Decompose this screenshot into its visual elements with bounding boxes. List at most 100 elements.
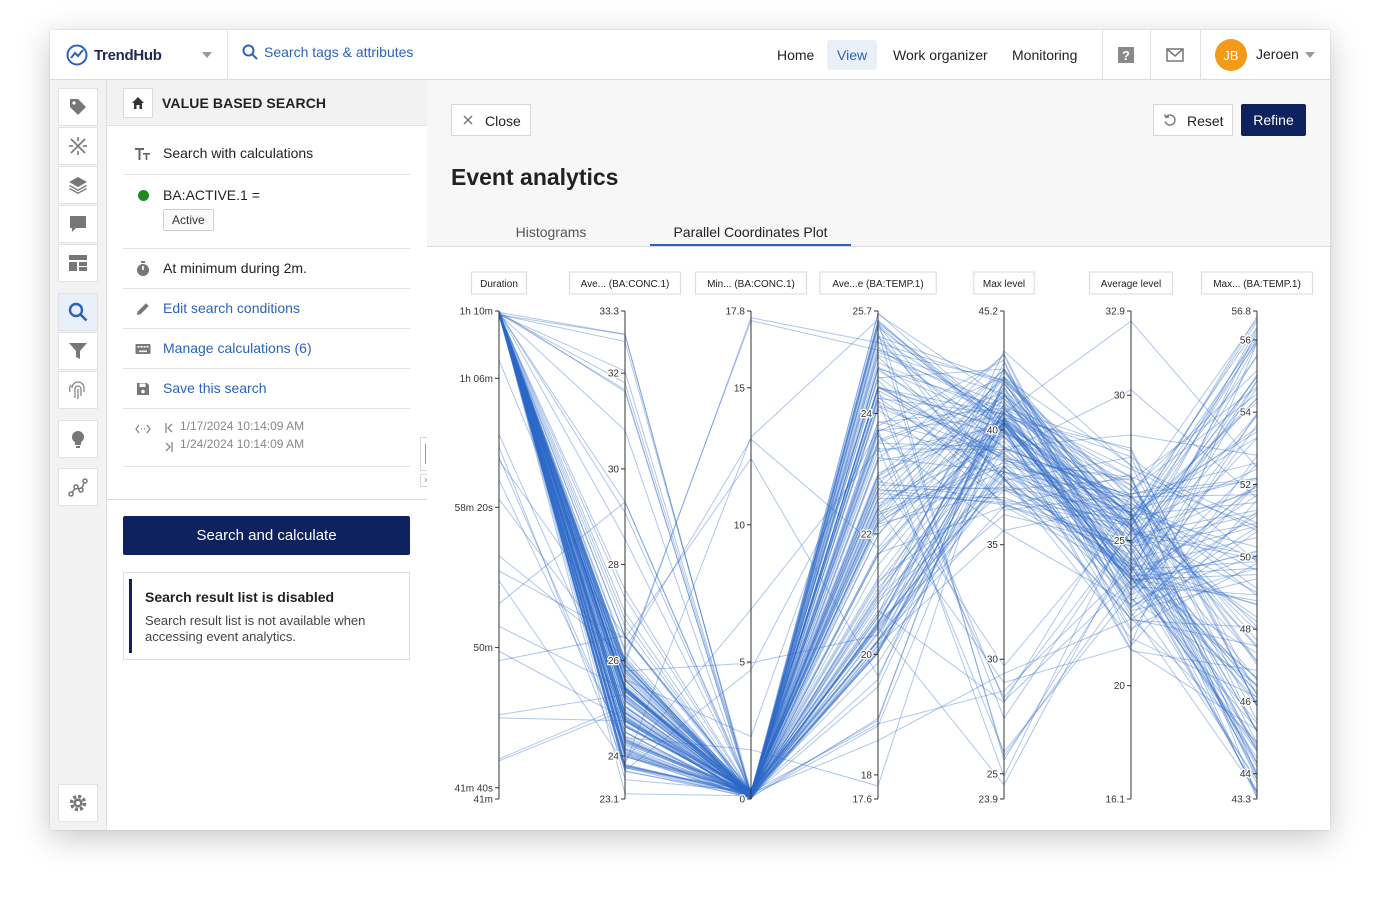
top-bar: TrendHub Search tags & attributes Home V… bbox=[50, 30, 1330, 80]
app-logo[interactable]: TrendHub bbox=[66, 43, 162, 67]
axis-header-box[interactable] bbox=[569, 271, 681, 295]
axis[interactable]: 17.6 18 20 22 24 25.7 Ave...e (BA:TEMP.1) bbox=[819, 271, 937, 807]
axis-tick-label: 5 bbox=[739, 657, 745, 668]
dashboard-icon[interactable] bbox=[58, 244, 98, 282]
reset-button[interactable]: Reset bbox=[1153, 104, 1233, 136]
manage-calculations-link: Manage calculations (6) bbox=[163, 340, 312, 356]
search-with-calculations[interactable]: Search with calculations bbox=[123, 132, 410, 175]
axis-tick-label: 26 bbox=[608, 656, 620, 667]
avatar[interactable]: JB bbox=[1215, 39, 1247, 71]
search-input[interactable]: Search tags & attributes bbox=[242, 44, 413, 60]
search-condition[interactable]: BA:ACTIVE.1 = Active bbox=[123, 175, 410, 249]
axis-tick-label: 10 bbox=[734, 520, 746, 531]
axis-tick-label: 25.7 bbox=[853, 307, 873, 318]
axis-tick-label: 44 bbox=[1240, 769, 1252, 780]
duration-condition[interactable]: At minimum during 2m. bbox=[123, 249, 410, 289]
axis-tick-label: 0 bbox=[739, 795, 745, 806]
search-icon[interactable] bbox=[58, 293, 98, 331]
search-placeholder: Search tags & attributes bbox=[264, 44, 414, 60]
edit-search-conditions[interactable]: Edit search conditions bbox=[123, 289, 410, 329]
nav-work-organizer[interactable]: Work organizer bbox=[893, 47, 988, 63]
axis-header-box[interactable] bbox=[973, 271, 1035, 295]
nav-view[interactable]: View bbox=[827, 40, 878, 70]
axis-tick-label: 43.3 bbox=[1232, 795, 1252, 806]
axis[interactable]: 0 5 10 15 17.8 Min... (BA:CONC.1) bbox=[695, 271, 807, 807]
pencil-icon bbox=[135, 301, 151, 317]
app-window: TrendHub Search tags & attributes Home V… bbox=[50, 30, 1330, 830]
axis-tick-label: 30 bbox=[987, 655, 999, 666]
axis-tick-label: 23.9 bbox=[979, 795, 999, 806]
axis[interactable]: 43.3 44 46 48 50 52 54 56 56.8 Max... (BA:TEMP.1) bbox=[1201, 271, 1313, 807]
home-button[interactable] bbox=[123, 88, 153, 118]
axis-header-box[interactable] bbox=[471, 271, 527, 295]
keyboard-icon bbox=[135, 341, 151, 357]
divider bbox=[1102, 30, 1103, 79]
mail-icon[interactable] bbox=[1163, 43, 1187, 67]
axis-header-box[interactable] bbox=[819, 271, 937, 295]
filter-icon[interactable] bbox=[58, 332, 98, 370]
axis-tick-label: 50m bbox=[474, 643, 493, 654]
reset-label: Reset bbox=[1187, 113, 1224, 129]
user-name[interactable]: Jeroen bbox=[1256, 46, 1299, 62]
axis-tick-label: 30 bbox=[608, 464, 620, 475]
axis[interactable]: 23.9 25 30 35 40 45.2 Max level bbox=[973, 271, 1035, 807]
range-end: 1/24/2024 10:14:09 AM bbox=[180, 437, 305, 451]
divider bbox=[107, 499, 427, 500]
active-tab-indicator bbox=[650, 244, 851, 246]
axis-tick-label: 41m bbox=[474, 795, 493, 806]
nav-home[interactable]: Home bbox=[777, 47, 815, 63]
close-button[interactable]: Close bbox=[451, 104, 531, 136]
tag-icon[interactable] bbox=[58, 88, 98, 126]
time-range[interactable]: 1/17/2024 10:14:09 AM 1/24/2024 10:14:09… bbox=[123, 409, 410, 467]
axis-tick-label: 15 bbox=[734, 383, 746, 394]
axis-header-box[interactable] bbox=[1201, 271, 1313, 295]
axis-tick-label: 45.2 bbox=[979, 307, 999, 318]
fingerprint-icon[interactable] bbox=[58, 371, 98, 409]
condition-value-chip: Active bbox=[163, 209, 214, 231]
chevron-down-icon[interactable] bbox=[1305, 52, 1315, 58]
axis-tick-label: 56.8 bbox=[1232, 307, 1252, 318]
save-this-search[interactable]: Save this search bbox=[123, 369, 410, 409]
range-end-icon bbox=[165, 439, 173, 457]
settings-icon[interactable] bbox=[58, 784, 98, 822]
condition-tag: BA:ACTIVE.1 = bbox=[163, 187, 260, 203]
refine-button[interactable]: Refine bbox=[1241, 104, 1306, 136]
reset-icon bbox=[1163, 113, 1177, 130]
axis-header-box[interactable] bbox=[695, 271, 807, 295]
text-type-icon bbox=[135, 146, 151, 162]
axis-tick-label: 33.3 bbox=[600, 307, 620, 318]
axis-tick-label: 24 bbox=[861, 409, 873, 420]
axis-tick-label: 20 bbox=[1114, 681, 1126, 692]
axis-tick-label: 1h 06m bbox=[460, 374, 493, 385]
axis-tick-label: 58m 20s bbox=[455, 503, 493, 514]
status-dot bbox=[138, 190, 149, 201]
graph-icon[interactable] bbox=[58, 468, 98, 506]
range-start-icon bbox=[165, 420, 173, 438]
chevron-down-icon[interactable] bbox=[202, 52, 212, 58]
lightbulb-icon[interactable] bbox=[58, 420, 98, 458]
axis-tick-label: 22 bbox=[861, 529, 873, 540]
axis[interactable]: 16.1 20 25 30 32.9 Average level bbox=[1089, 271, 1173, 807]
notice-title: Search result list is disabled bbox=[145, 589, 335, 605]
axis-tick-label: 18 bbox=[861, 770, 873, 781]
parallel-coordinates-chart[interactable]: 41m 41m 40s 50m 58m 20s 1h 06m 1h 10m Duration… bbox=[427, 247, 1330, 830]
axis[interactable]: 23.1 24 26 28 30 32 33.3 Ave... (BA:CONC.1) bbox=[569, 271, 681, 807]
help-icon[interactable]: ? bbox=[1114, 43, 1138, 67]
pattern-icon[interactable] bbox=[58, 127, 98, 165]
search-and-calculate-button[interactable]: Search and calculate bbox=[123, 516, 410, 555]
comment-icon[interactable] bbox=[58, 205, 98, 243]
tab-parallel-coordinates-plot[interactable]: Parallel Coordinates Plot bbox=[673, 224, 828, 240]
tab-histograms[interactable]: Histograms bbox=[515, 224, 587, 240]
axis-title: Ave...e (BA:TEMP.1) bbox=[832, 279, 923, 290]
range-icon bbox=[135, 421, 151, 437]
trend-logo-icon bbox=[66, 44, 88, 66]
axis-header-box[interactable] bbox=[1089, 271, 1173, 295]
nav-monitoring[interactable]: Monitoring bbox=[1012, 47, 1078, 63]
axis-title: Max... (BA:TEMP.1) bbox=[1213, 279, 1301, 290]
page-title: Event analytics bbox=[451, 164, 619, 190]
layers-icon[interactable] bbox=[58, 166, 98, 204]
manage-calculations[interactable]: Manage calculations (6) bbox=[123, 329, 410, 369]
search-icon bbox=[242, 44, 258, 60]
